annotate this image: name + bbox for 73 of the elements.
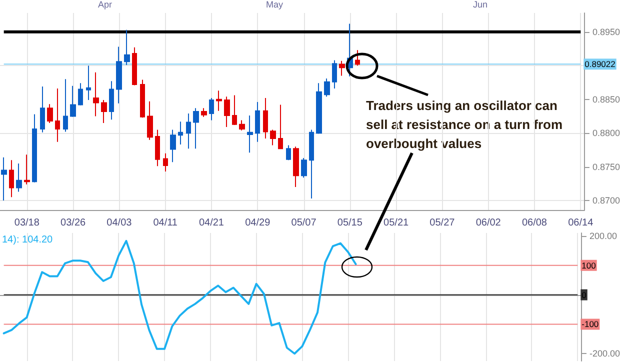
candlestick: [101, 100, 107, 124]
candlestick: [70, 85, 76, 118]
text: May: [266, 0, 284, 10]
candlestick: [124, 29, 130, 66]
y-tick-label: 0.8750: [592, 162, 620, 172]
candlestick: [293, 146, 299, 188]
ref-line-label: 0.89022: [584, 59, 616, 70]
candlestick: [193, 108, 199, 150]
x-tick-label: 06/08: [522, 218, 548, 228]
candlestick: [339, 60, 345, 76]
candlestick: [178, 121, 183, 146]
candlestick: [355, 50, 360, 66]
candlestick: [201, 108, 207, 118]
candlestick: [86, 65, 91, 101]
x-tick-label: 06/14: [568, 218, 594, 228]
x-tick-label: 04/11: [153, 218, 178, 228]
x-tick-label: 04/03: [106, 218, 132, 228]
candlestick: [239, 120, 245, 131]
chart-title: 14): 104.20: [2, 234, 54, 246]
x-tick-label: 04/21: [198, 218, 224, 228]
x-tick-label: 05/21: [384, 218, 410, 228]
candlestick: [216, 90, 222, 112]
candlestick: [47, 104, 53, 124]
x-tick-label: 05/27: [430, 218, 456, 228]
candlestick: [78, 82, 83, 106]
candlestick: [93, 72, 99, 117]
y-tick-label: 0.8950: [592, 26, 620, 37]
candlestick: [24, 154, 30, 185]
ref-line-label: 100: [582, 260, 596, 270]
candlestick: [1, 156, 7, 202]
candlestick: [224, 96, 230, 128]
y-tick-label: -200.00: [589, 348, 620, 359]
candlestick: [116, 46, 122, 104]
candlestick: [324, 78, 330, 98]
candlestick: [332, 60, 337, 90]
x-tick-label: 05/07: [291, 218, 317, 228]
x-tick-label: 03/18: [14, 218, 40, 228]
candlestick: [270, 129, 276, 146]
candlestick: [132, 46, 137, 86]
candlestick: [63, 78, 68, 132]
candlestick: [263, 98, 268, 139]
x-tick-label: 06/02: [476, 218, 502, 228]
candlestick: [140, 79, 145, 118]
candlestick: [55, 88, 60, 142]
candlestick: [301, 158, 307, 178]
candlestick: [278, 104, 283, 150]
candlestick: [155, 129, 160, 167]
y-tick-label: 0.8800: [592, 128, 620, 138]
candlestick: [40, 86, 45, 133]
x-tick-label: 04/29: [245, 218, 271, 228]
ref-line-label: -100: [582, 319, 599, 330]
candlestick: [109, 80, 114, 120]
candlestick: [316, 82, 322, 134]
candlestick: [286, 144, 291, 161]
candlestick: [170, 129, 176, 163]
candlestick: [163, 152, 168, 172]
candlestick: [247, 115, 253, 154]
text: Jun: [473, 0, 488, 10]
candlestick: [186, 113, 191, 150]
y-tick-label: 200.00: [589, 230, 618, 241]
y-tick-label: 0.8700: [592, 196, 620, 206]
candlestick: [209, 98, 214, 121]
candlestick: [16, 162, 22, 192]
candlestick: [232, 94, 237, 126]
y-tick-label: 0.8850: [592, 94, 620, 104]
text: Apr: [98, 0, 112, 10]
candlestick: [309, 129, 314, 200]
candlestick: [9, 160, 14, 198]
candlestick: [32, 114, 37, 183]
candlestick: [255, 102, 260, 142]
x-tick-label: 03/26: [60, 218, 86, 228]
candlestick: [147, 100, 153, 140]
x-tick-label: 05/15: [337, 218, 363, 228]
